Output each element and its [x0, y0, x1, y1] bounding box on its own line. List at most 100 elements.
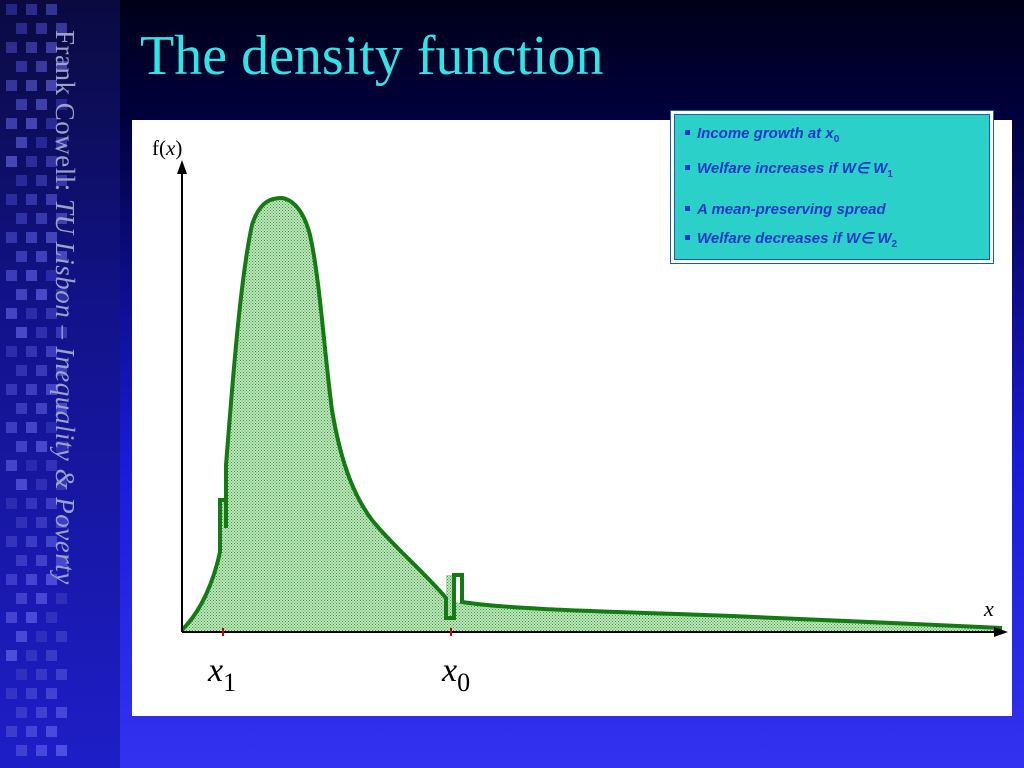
- sidebar-square: [6, 726, 17, 737]
- sidebar-square: [56, 365, 67, 376]
- sidebar-square: [26, 270, 37, 281]
- sidebar-square: [6, 650, 17, 661]
- sidebar-square: [36, 441, 47, 452]
- sidebar-square: [16, 251, 27, 262]
- bullet-icon: [685, 165, 690, 170]
- bullet-icon: [685, 206, 690, 211]
- sidebar-square: [6, 4, 17, 15]
- sidebar-square: [36, 251, 47, 262]
- sidebar-square: [26, 42, 37, 53]
- sidebar-square: [56, 707, 67, 718]
- sidebar-square: [26, 574, 37, 585]
- sidebar-square: [16, 23, 27, 34]
- sidebar-square: [26, 536, 37, 547]
- sidebar-square: [46, 80, 57, 91]
- sidebar-square: [46, 194, 57, 205]
- sidebar-square: [26, 726, 37, 737]
- sidebar-square: [36, 707, 47, 718]
- density-curve: [180, 195, 1003, 632]
- sidebar-square: [16, 289, 27, 300]
- sidebar-square: [26, 422, 37, 433]
- sidebar-square: [36, 669, 47, 680]
- sidebar-square: [36, 327, 47, 338]
- sidebar-square: [56, 99, 67, 110]
- sidebar-square: [6, 384, 17, 395]
- sidebar-square: [6, 270, 17, 281]
- sidebar-square: [46, 270, 57, 281]
- sidebar-square: [36, 403, 47, 414]
- legend-item-welfare-increases: Welfare increases if W∈ W1: [685, 159, 893, 180]
- sidebar-square: [26, 384, 37, 395]
- bullet-icon: [685, 130, 690, 135]
- sidebar-square: [26, 688, 37, 699]
- sidebar-square: [16, 669, 27, 680]
- sidebar-square: [6, 232, 17, 243]
- sidebar-square: [26, 308, 37, 319]
- sidebar-square: [6, 688, 17, 699]
- sidebar-square: [6, 194, 17, 205]
- x-axis-arrow: [994, 627, 1008, 637]
- sidebar-square: [6, 308, 17, 319]
- sidebar-square: [56, 555, 67, 566]
- sidebar-square: [46, 536, 57, 547]
- sidebar-square: [26, 346, 37, 357]
- sidebar-square: [46, 574, 57, 585]
- x0-label: x0: [442, 652, 471, 697]
- sidebar-square: [16, 61, 27, 72]
- sidebar-square: [56, 289, 67, 300]
- sidebar-square: [6, 346, 17, 357]
- y-axis-label: f(x): [152, 136, 183, 160]
- y-axis-arrow: [177, 160, 187, 174]
- sidebar-square: [46, 688, 57, 699]
- sidebar-square: [46, 726, 57, 737]
- sidebar-square: [16, 745, 27, 756]
- author-name: Frank Cowell:: [50, 30, 80, 199]
- sidebar-square: [16, 99, 27, 110]
- sidebar-square: [6, 422, 17, 433]
- sidebar-square: [26, 194, 37, 205]
- sidebar-square: [46, 346, 57, 357]
- sidebar-square: [36, 555, 47, 566]
- sidebar-square: [16, 631, 27, 642]
- sidebar-square: [6, 574, 17, 585]
- sidebar-square: [56, 517, 67, 528]
- sidebar: Frank Cowell: TU Lisbon – Inequality & P…: [0, 0, 120, 768]
- sidebar-square: [56, 593, 67, 604]
- sidebar-square: [46, 612, 57, 623]
- sidebar-square: [36, 479, 47, 490]
- sidebar-square: [16, 707, 27, 718]
- sidebar-square: [26, 232, 37, 243]
- x-axis-label: x: [984, 596, 994, 621]
- legend-item-income-growth: Income growth at x0: [685, 125, 839, 145]
- sidebar-square: [36, 99, 47, 110]
- sidebar-square: [16, 175, 27, 186]
- sidebar-square: [16, 555, 27, 566]
- legend-item-mean-preserving-spread: A mean-preserving spread: [685, 201, 886, 221]
- sidebar-square: [56, 251, 67, 262]
- sidebar-square: [6, 498, 17, 509]
- sidebar-square: [46, 232, 57, 243]
- sidebar-square: [46, 4, 57, 15]
- sidebar-square: [26, 498, 37, 509]
- sidebar-square: [36, 289, 47, 300]
- sidebar-square: [36, 61, 47, 72]
- sidebar-square: [6, 536, 17, 547]
- sidebar-square: [26, 4, 37, 15]
- sidebar-square: [26, 460, 37, 471]
- sidebar-square: [56, 669, 67, 680]
- sidebar-square: [26, 118, 37, 129]
- sidebar-square: [46, 384, 57, 395]
- sidebar-square: [46, 308, 57, 319]
- sidebar-square: [36, 365, 47, 376]
- sidebar-square: [46, 422, 57, 433]
- sidebar-square: [36, 745, 47, 756]
- sidebar-square: [36, 593, 47, 604]
- sidebar-square: [16, 441, 27, 452]
- sidebar-square: [6, 118, 17, 129]
- sidebar-square: [56, 403, 67, 414]
- sidebar-square: [16, 213, 27, 224]
- sidebar-square: [36, 137, 47, 148]
- sidebar-square: [56, 631, 67, 642]
- sidebar-square: [16, 327, 27, 338]
- sidebar-square: [26, 650, 37, 661]
